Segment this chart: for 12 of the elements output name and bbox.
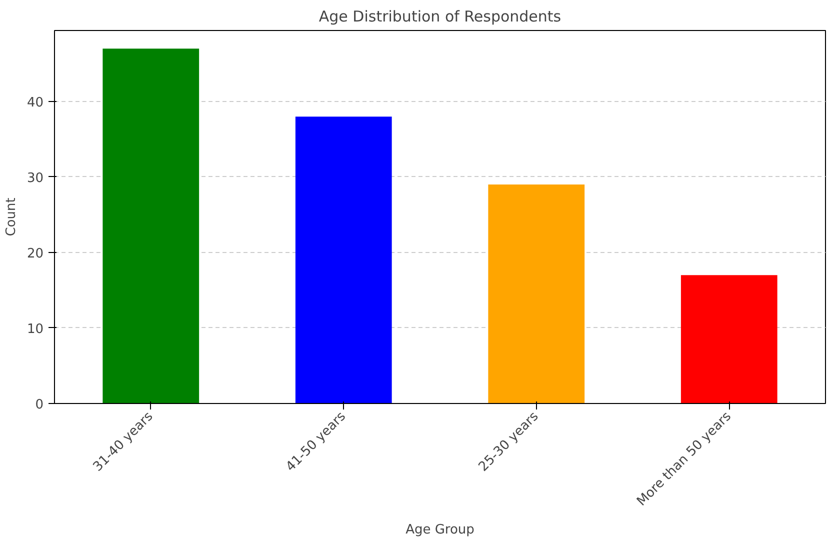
y-tick-label: 20 bbox=[26, 246, 44, 262]
y-tick-label: 0 bbox=[35, 398, 44, 412]
x-axis-title: Age Group bbox=[406, 522, 474, 538]
bar bbox=[680, 275, 778, 404]
y-axis-title: Count bbox=[4, 198, 19, 236]
bar bbox=[295, 116, 392, 404]
y-tick-label: 10 bbox=[26, 322, 44, 337]
y-tick-label: 40 bbox=[26, 95, 44, 110]
y-tick-label: 30 bbox=[26, 170, 44, 186]
chart-title: Age Distribution of Respondents bbox=[318, 8, 562, 26]
bar bbox=[488, 184, 585, 404]
bar bbox=[102, 48, 200, 404]
